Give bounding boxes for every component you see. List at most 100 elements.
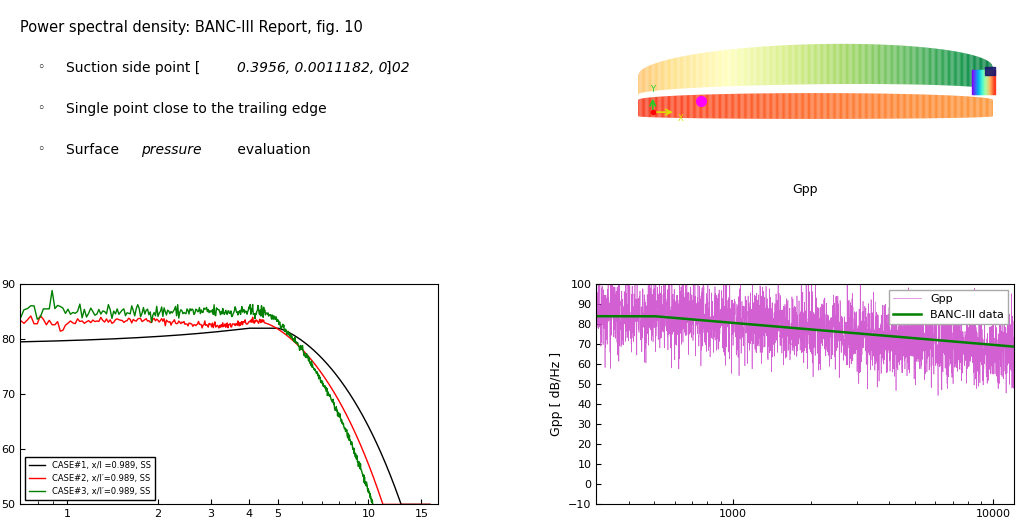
Polygon shape	[893, 94, 894, 119]
Polygon shape	[868, 44, 869, 84]
CASE#1, x/l =0.989, SS	[369, 435, 381, 441]
Polygon shape	[731, 49, 732, 86]
Polygon shape	[721, 50, 722, 87]
Polygon shape	[664, 96, 665, 118]
Polygon shape	[696, 54, 697, 88]
Polygon shape	[751, 94, 752, 119]
Polygon shape	[905, 46, 906, 84]
Polygon shape	[658, 97, 659, 118]
Polygon shape	[726, 94, 727, 119]
Polygon shape	[792, 45, 793, 85]
Polygon shape	[667, 96, 668, 118]
Polygon shape	[837, 93, 838, 119]
Polygon shape	[834, 44, 836, 84]
Polygon shape	[709, 95, 710, 119]
Polygon shape	[718, 94, 719, 119]
CASE#1, x/l =0.989, SS	[243, 325, 255, 331]
CASE#1, x/l =0.989, SS	[406, 501, 418, 508]
Text: 0.3956, 0.0011182, 0.02: 0.3956, 0.0011182, 0.02	[238, 61, 411, 75]
Polygon shape	[683, 56, 684, 88]
Polygon shape	[965, 96, 966, 118]
Polygon shape	[786, 93, 787, 119]
Polygon shape	[825, 93, 826, 119]
Polygon shape	[714, 94, 716, 119]
Polygon shape	[651, 64, 652, 91]
CASE#3, x/l′=0.989, SS	[14, 315, 27, 321]
Polygon shape	[714, 51, 716, 87]
Polygon shape	[697, 54, 698, 88]
Polygon shape	[728, 94, 729, 119]
Polygon shape	[800, 45, 801, 84]
Polygon shape	[650, 97, 651, 117]
Polygon shape	[733, 94, 734, 119]
Text: Surface: Surface	[67, 143, 124, 157]
Polygon shape	[946, 50, 948, 85]
Polygon shape	[763, 46, 764, 85]
Polygon shape	[894, 94, 896, 119]
Polygon shape	[870, 44, 871, 84]
Polygon shape	[659, 97, 660, 118]
Polygon shape	[790, 93, 792, 119]
Polygon shape	[877, 44, 878, 84]
Polygon shape	[795, 93, 796, 119]
Y-axis label: Gpp [ dB/Hz ]: Gpp [ dB/Hz ]	[550, 352, 562, 436]
Polygon shape	[839, 93, 840, 119]
Polygon shape	[785, 45, 786, 85]
Gpp	[638, 305, 650, 311]
Polygon shape	[891, 94, 892, 119]
Polygon shape	[881, 45, 882, 84]
Gpp	[751, 323, 763, 329]
Polygon shape	[958, 52, 959, 86]
Polygon shape	[929, 95, 930, 118]
Polygon shape	[938, 49, 939, 85]
Polygon shape	[731, 94, 732, 119]
Polygon shape	[920, 94, 921, 119]
Polygon shape	[735, 94, 736, 119]
Polygon shape	[898, 45, 899, 84]
Polygon shape	[691, 95, 692, 118]
Polygon shape	[741, 94, 742, 119]
Legend: Gpp, BANC-III data: Gpp, BANC-III data	[889, 290, 1009, 324]
Gpp	[590, 303, 602, 309]
Polygon shape	[961, 96, 962, 118]
CASE#2, x/l′=0.989, SS	[34, 313, 46, 319]
Polygon shape	[778, 46, 779, 85]
Polygon shape	[651, 97, 652, 118]
Polygon shape	[803, 93, 804, 119]
Polygon shape	[904, 46, 905, 84]
Polygon shape	[845, 93, 846, 119]
Gpp	[999, 324, 1012, 331]
Polygon shape	[767, 46, 769, 85]
Polygon shape	[929, 48, 930, 85]
Polygon shape	[793, 45, 794, 85]
Polygon shape	[814, 44, 815, 84]
Polygon shape	[967, 54, 968, 86]
Polygon shape	[838, 93, 839, 119]
Polygon shape	[672, 59, 673, 89]
Polygon shape	[653, 63, 654, 91]
Text: ◦: ◦	[37, 102, 45, 115]
Polygon shape	[728, 49, 729, 86]
Polygon shape	[860, 44, 861, 84]
Polygon shape	[703, 53, 705, 87]
Polygon shape	[852, 93, 853, 119]
Polygon shape	[698, 95, 699, 118]
Polygon shape	[706, 53, 707, 87]
Polygon shape	[879, 45, 881, 84]
Polygon shape	[913, 46, 914, 85]
Polygon shape	[990, 99, 991, 116]
Polygon shape	[952, 96, 953, 118]
Polygon shape	[923, 47, 924, 85]
Polygon shape	[983, 98, 985, 117]
Polygon shape	[877, 94, 878, 119]
Polygon shape	[785, 93, 786, 119]
Polygon shape	[882, 45, 883, 84]
Polygon shape	[646, 98, 647, 117]
Polygon shape	[752, 94, 754, 119]
Polygon shape	[686, 95, 687, 118]
Polygon shape	[975, 97, 976, 118]
Polygon shape	[903, 46, 904, 84]
Polygon shape	[871, 44, 873, 84]
Polygon shape	[921, 95, 922, 119]
Polygon shape	[904, 94, 905, 119]
